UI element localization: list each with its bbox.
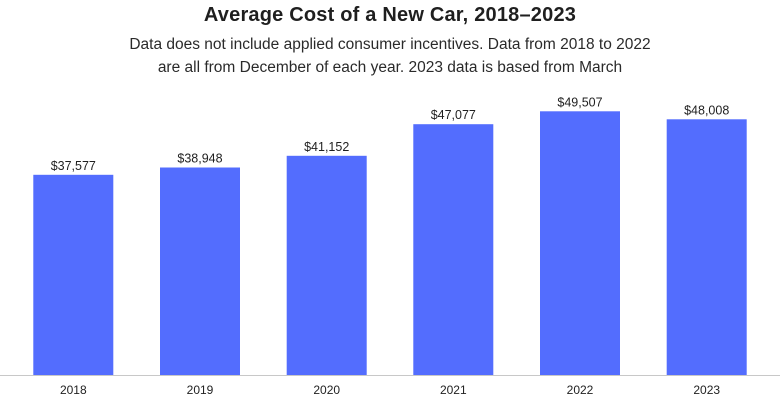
bar-2020 — [286, 155, 367, 375]
bar-value-label-2019: $38,948 — [177, 152, 222, 166]
bar-2021 — [413, 124, 494, 375]
x-tick-label-2021: 2021 — [440, 383, 467, 397]
bar-2022 — [540, 111, 620, 376]
bar-2023 — [666, 119, 747, 375]
bar-value-label-2023: $48,008 — [684, 103, 729, 117]
chart-subtitle-line-1: Data does not include applied consumer i… — [129, 36, 651, 53]
bar-value-label-2021: $47,077 — [431, 108, 476, 122]
x-tick-label-2022: 2022 — [567, 383, 594, 397]
x-tick-label-2023: 2023 — [693, 383, 720, 397]
bar-value-label-2022: $49,507 — [557, 95, 602, 109]
x-tick-label-2019: 2019 — [187, 383, 214, 397]
x-tick-label-2018: 2018 — [60, 383, 87, 397]
chart-title: Average Cost of a New Car, 2018–2023 — [203, 4, 577, 26]
bar-2019 — [160, 167, 240, 375]
chart-subtitle-line-2: are all from December of each year. 2023… — [157, 59, 623, 76]
x-tick-label-2020: 2020 — [313, 383, 340, 397]
bar-value-label-2020: $41,152 — [304, 140, 349, 154]
bar-2018 — [33, 174, 114, 375]
bar-value-label-2018: $37,577 — [51, 159, 96, 173]
